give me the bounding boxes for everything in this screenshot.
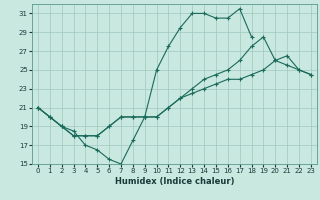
X-axis label: Humidex (Indice chaleur): Humidex (Indice chaleur) [115, 177, 234, 186]
